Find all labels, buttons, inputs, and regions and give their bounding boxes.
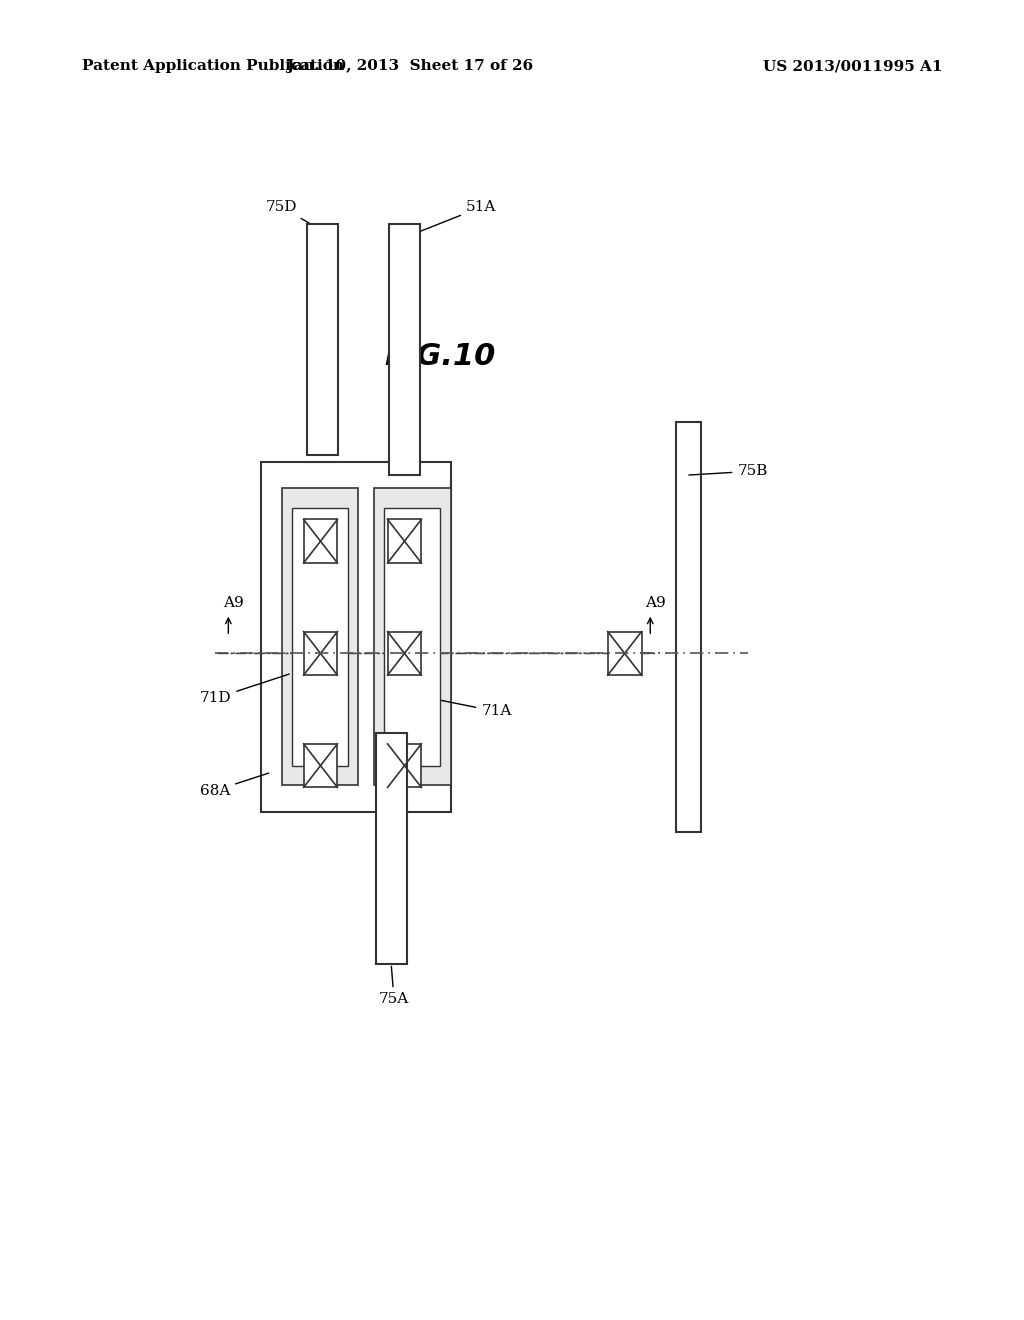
FancyBboxPatch shape (292, 508, 348, 766)
FancyBboxPatch shape (376, 733, 407, 964)
Bar (303, 632, 338, 676)
Text: 71D: 71D (200, 675, 289, 705)
Bar (303, 743, 338, 787)
Text: US 2013/0011995 A1: US 2013/0011995 A1 (763, 59, 942, 74)
Text: FIG.10: FIG.10 (385, 342, 496, 371)
FancyBboxPatch shape (307, 224, 338, 455)
FancyBboxPatch shape (261, 462, 451, 812)
Text: A9: A9 (645, 595, 666, 610)
Text: 68A: 68A (200, 774, 268, 797)
Text: 75B: 75B (689, 465, 768, 478)
Bar (387, 632, 422, 676)
Bar (387, 743, 422, 787)
Text: 51A: 51A (408, 201, 497, 236)
Text: 75A: 75A (379, 966, 410, 1006)
Bar (608, 632, 641, 676)
Text: 71A: 71A (440, 700, 512, 718)
FancyBboxPatch shape (384, 508, 440, 766)
FancyBboxPatch shape (282, 488, 358, 785)
Text: Patent Application Publication: Patent Application Publication (82, 59, 344, 74)
FancyBboxPatch shape (389, 224, 420, 475)
Bar (387, 519, 422, 562)
Bar (303, 519, 338, 562)
FancyBboxPatch shape (676, 422, 701, 832)
Text: Jan. 10, 2013  Sheet 17 of 26: Jan. 10, 2013 Sheet 17 of 26 (286, 59, 534, 74)
Text: A9: A9 (223, 595, 244, 610)
FancyBboxPatch shape (374, 488, 451, 785)
Text: 75D: 75D (266, 201, 321, 230)
